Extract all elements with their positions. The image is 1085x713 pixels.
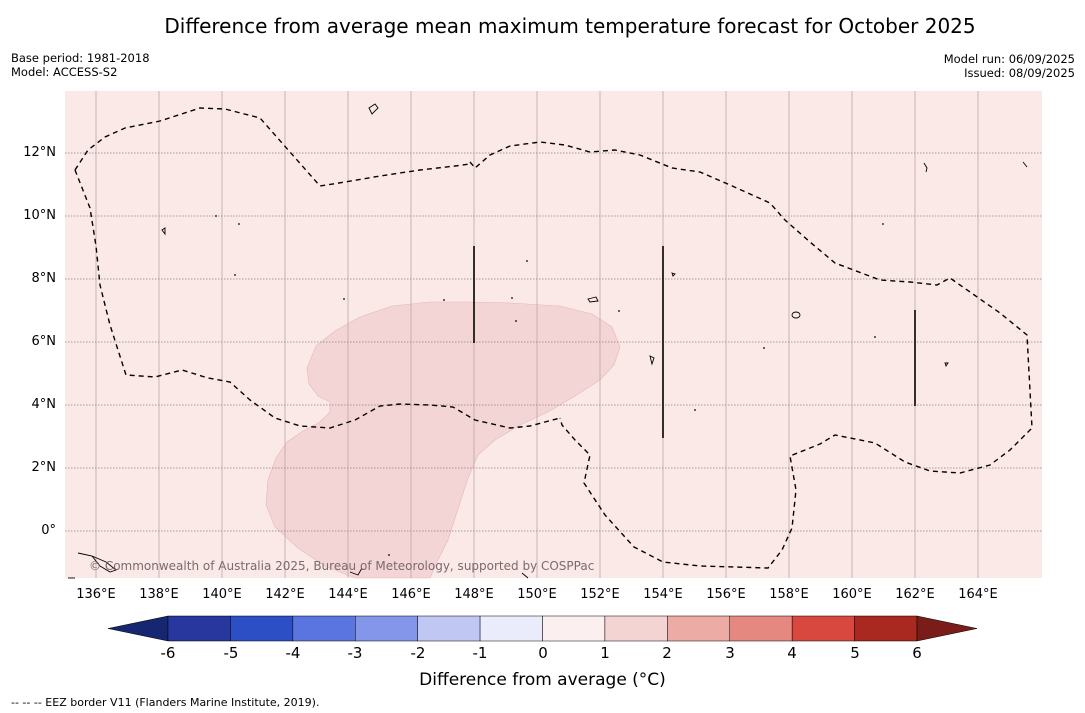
- colorbar-swatch: [667, 615, 730, 642]
- eez-borders: [74, 107, 1033, 569]
- colorbar-label: 5: [850, 644, 860, 662]
- lon-label-136e: 136°E: [76, 587, 116, 602]
- base-period: Base period: 1981-2018: [11, 51, 150, 65]
- lat-label-4n: 4°N: [31, 397, 57, 412]
- lon-label-150e: 150°E: [517, 587, 557, 602]
- colorbar-swatch: [230, 615, 294, 642]
- colorbar-label: -2: [410, 644, 426, 662]
- lon-label-152e: 152°E: [580, 587, 620, 602]
- colorbar-swatch: [479, 615, 543, 642]
- colorbar-label: -5: [223, 644, 239, 662]
- issued-date: Issued: 08/09/2025: [964, 66, 1075, 80]
- model-run: Model run: 06/09/2025: [943, 52, 1075, 66]
- island-dots: [215, 215, 884, 556]
- lon-label-144e: 144°E: [328, 587, 368, 602]
- metadata-right: Model run: 06/09/2025 Issued: 08/09/2025: [944, 52, 1075, 80]
- colorbar-label: -4: [285, 644, 301, 662]
- lon-label-158e: 158°E: [769, 587, 809, 602]
- model-name: Model: ACCESS-S2: [11, 65, 118, 79]
- colorbar-label: -6: [160, 644, 176, 662]
- lon-label-142e: 142°E: [265, 587, 305, 602]
- lat-label-2n: 2°N: [31, 460, 57, 475]
- colorbar-swatch: [542, 615, 606, 642]
- colorbar-swatch: [791, 615, 855, 642]
- colorbar-label: 1: [600, 644, 610, 662]
- colorbar-label: 2: [662, 644, 672, 662]
- lat-label-10n: 10°N: [23, 208, 56, 223]
- lat-label-6n: 6°N: [31, 334, 57, 349]
- lat-label-0: 0°: [41, 523, 56, 538]
- colorbar-swatch: [604, 615, 668, 642]
- copyright-notice: © Commonwealth of Australia 2025, Bureau…: [89, 559, 595, 573]
- colorbar-title: Difference from average (°C): [419, 670, 666, 690]
- latitude-gridlines: [65, 152, 1042, 532]
- lat-label-12n: 12°N: [23, 145, 56, 160]
- lon-label-156e: 156°E: [706, 587, 746, 602]
- colorbar-extend-high: [916, 615, 978, 642]
- lon-label-162e: 162°E: [895, 587, 935, 602]
- lat-label-8n: 8°N: [31, 271, 57, 286]
- colorbar-extend-low: [107, 615, 169, 642]
- colorbar-swatch: [729, 615, 793, 642]
- colorbar-swatch: [355, 615, 418, 642]
- colorbar: [107, 615, 978, 642]
- islands: [68, 103, 1028, 579]
- colorbar-swatch: [167, 615, 231, 642]
- colorbar-swatch: [417, 615, 481, 642]
- lon-label-154e: 154°E: [643, 587, 683, 602]
- lon-label-164e: 164°E: [958, 587, 998, 602]
- lon-label-138e: 138°E: [139, 587, 179, 602]
- colorbar-label: -3: [347, 644, 363, 662]
- colorbar-label: -1: [472, 644, 488, 662]
- colorbar-label: 0: [538, 644, 548, 662]
- colorbar-label: 4: [787, 644, 797, 662]
- colorbar-label: 6: [912, 644, 922, 662]
- eez-legend-footnote: -- -- -- EEZ border V11 (Flanders Marine…: [11, 696, 320, 709]
- map-title: Difference from average mean maximum tem…: [164, 14, 976, 38]
- lon-label-140e: 140°E: [202, 587, 242, 602]
- lon-label-160e: 160°E: [832, 587, 872, 602]
- lon-label-146e: 146°E: [391, 587, 431, 602]
- colorbar-swatch: [854, 615, 918, 642]
- colorbar-label: 3: [725, 644, 735, 662]
- boundary-lines: [473, 246, 916, 438]
- lon-label-148e: 148°E: [454, 587, 494, 602]
- metadata-left: Base period: 1981-2018 Model: ACCESS-S2: [11, 51, 150, 79]
- colorbar-swatch: [292, 615, 356, 642]
- anomaly-region-1-2: [265, 301, 621, 579]
